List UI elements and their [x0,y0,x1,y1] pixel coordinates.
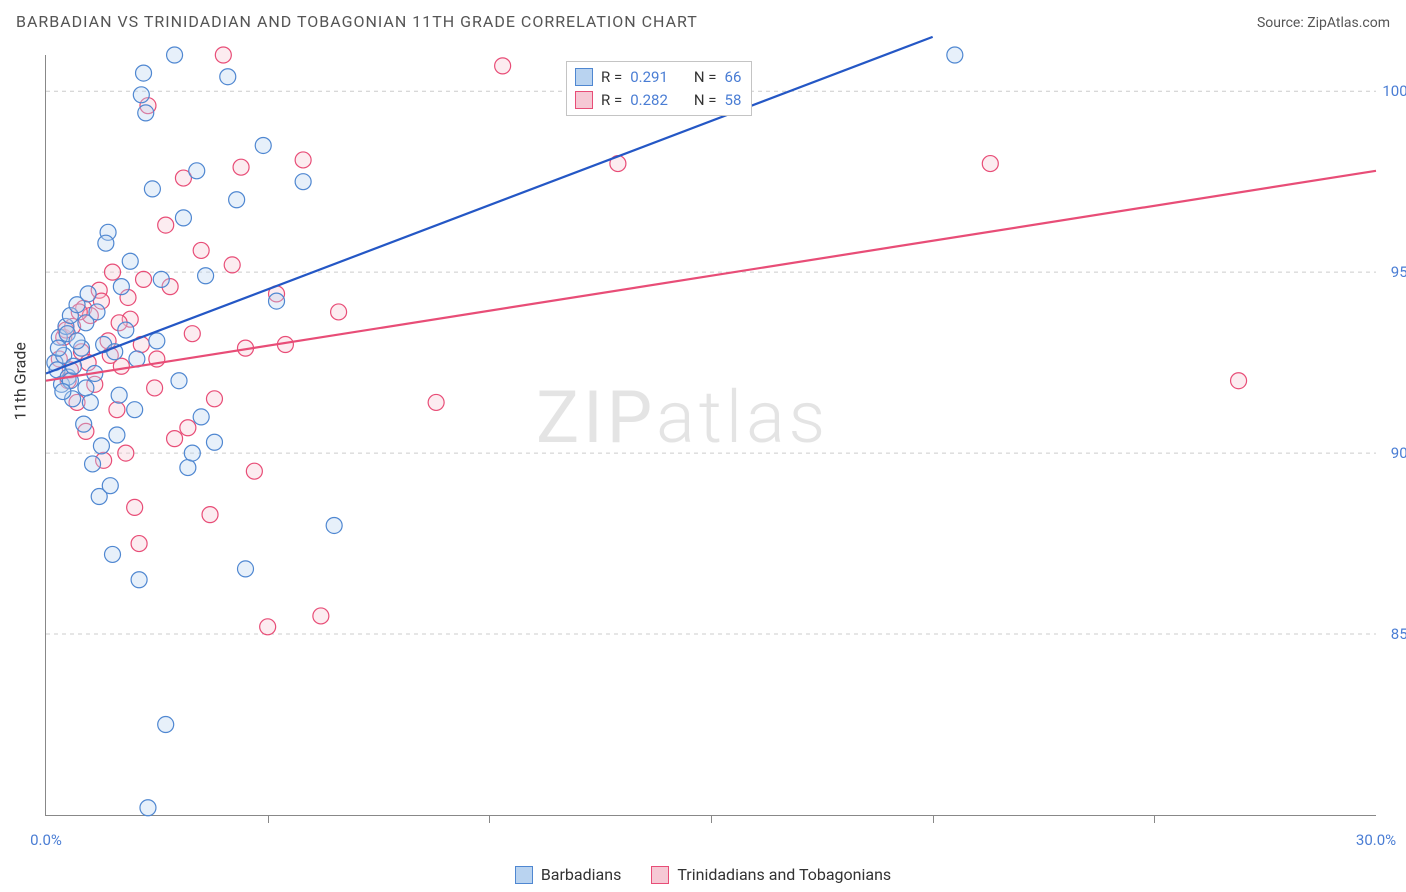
legend-item-b: Trinidadians and Tobagonians [651,865,891,884]
chart-title: BARBADIAN VS TRINIDADIAN AND TOBAGONIAN … [16,12,698,31]
plot-svg [46,55,1376,815]
legend-n-value-b: 58 [725,89,742,112]
x-axis-right-label: 30.0% [1356,831,1396,849]
x-tick [268,815,269,823]
y-axis-title: 11th Grade [11,342,30,420]
x-tick [1154,815,1155,823]
x-tick [489,815,490,823]
legend-r-value-a: 0.291 [630,66,668,89]
x-tick [933,815,934,823]
legend-swatch-a [575,68,593,86]
chart-source: Source: ZipAtlas.com [1257,15,1390,31]
y-tick-label: 90.0% [1391,444,1406,462]
legend-n-value-a: 66 [725,66,742,89]
legend-stats-box: R = 0.291 N = 66 R = 0.282 N = 58 [566,61,752,116]
legend-swatch-b [575,91,593,109]
legend-r-value-b: 0.282 [630,89,668,112]
x-axis-left-label: 0.0% [30,831,62,849]
y-tick-label: 100.0% [1382,82,1406,100]
legend-label-b: Trinidadians and Tobagonians [677,865,891,884]
plot-area: ZIPatlas 85.0%90.0%95.0%100.0% 0.0% 30.0… [45,55,1376,816]
legend-swatch-a-bottom [515,866,533,884]
legend-stats-row-a: R = 0.291 N = 66 [575,66,741,89]
x-tick [711,815,712,823]
legend-item-a: Barbadians [515,865,622,884]
y-tick-label: 85.0% [1391,625,1406,643]
legend-swatch-b-bottom [651,866,669,884]
legend-r-label-b: R = [601,89,622,112]
legend-r-label-a: R = [601,66,622,89]
legend-n-label-b: N = [694,89,717,112]
y-tick-label: 95.0% [1391,263,1406,281]
legend-bottom: Barbadians Trinidadians and Tobagonians [0,865,1406,884]
legend-label-a: Barbadians [541,865,622,884]
legend-n-label-a: N = [694,66,717,89]
legend-stats-row-b: R = 0.282 N = 58 [575,89,741,112]
